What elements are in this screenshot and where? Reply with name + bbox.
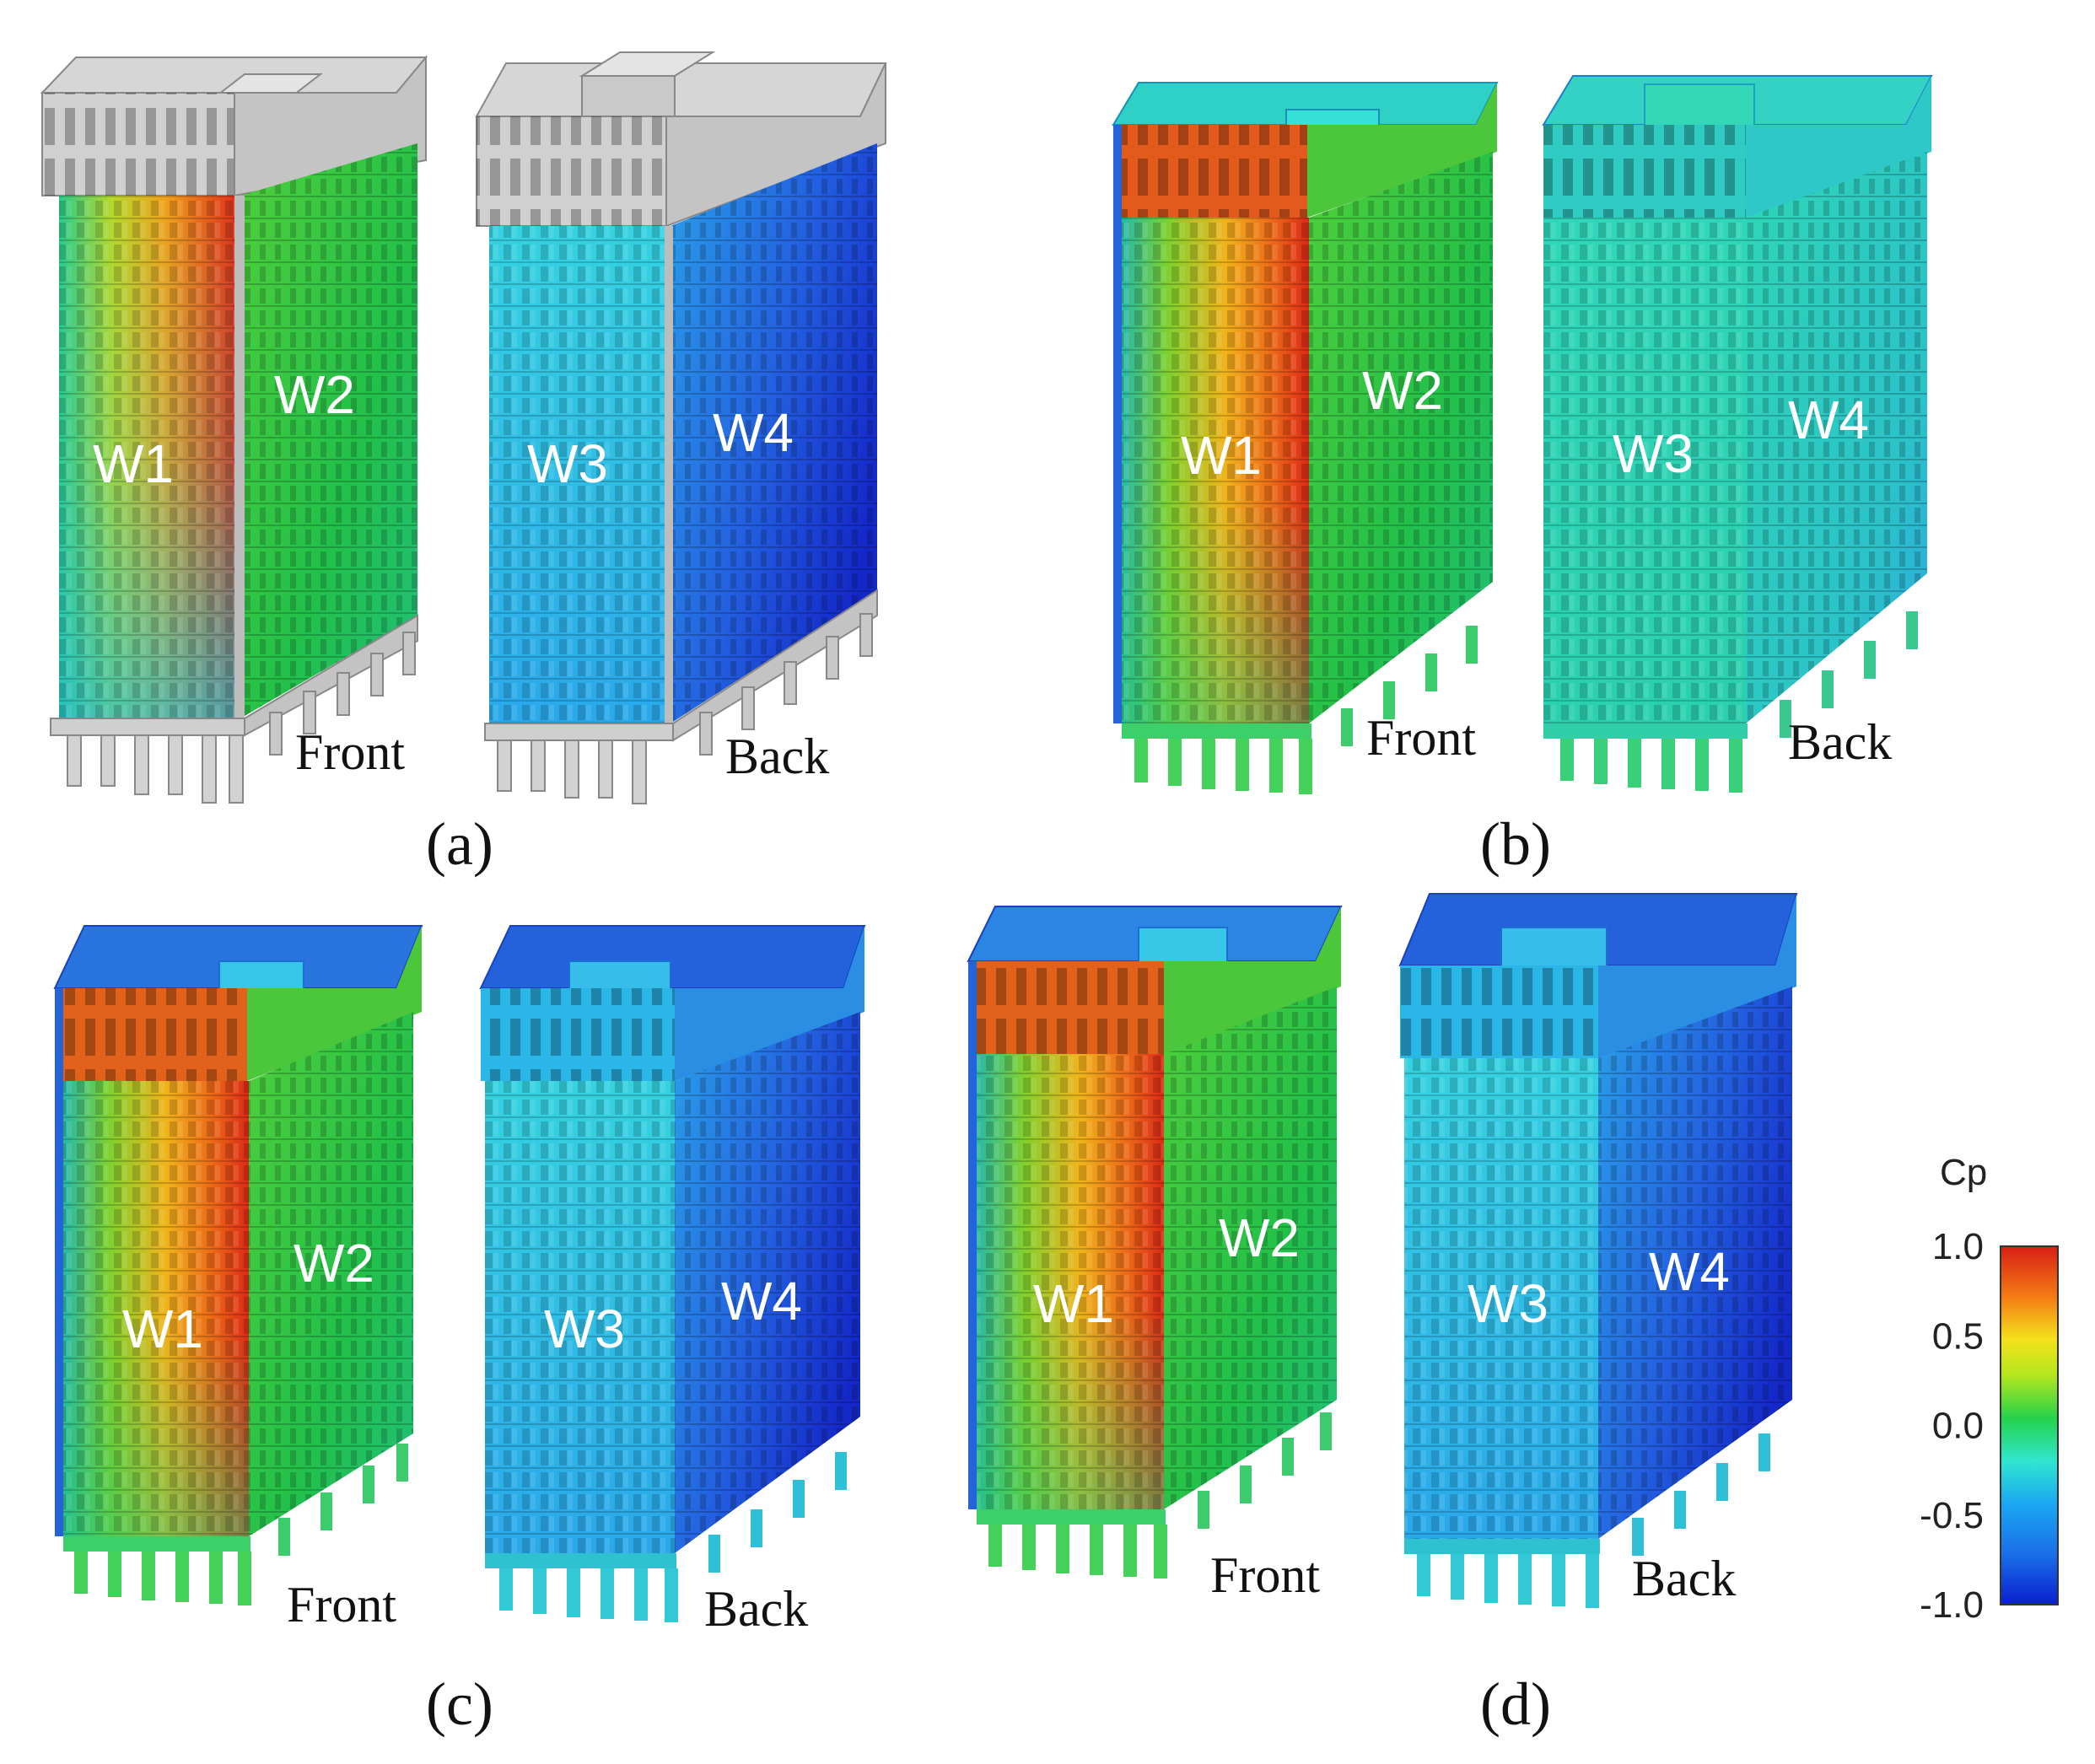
panel-b-front-building: W1 W2 Front xyxy=(1112,82,1499,794)
panel-a-front-face2-label: W2 xyxy=(274,364,355,425)
panel-a-back-view-label: Back xyxy=(725,729,829,784)
panel-c-front-view-label: Front xyxy=(287,1577,396,1632)
colorbar-tick-label: 0.5 xyxy=(1932,1315,1984,1357)
panel-a-front-building: W1 W2 Front xyxy=(40,55,428,804)
panel-c-front-face2-label: W2 xyxy=(294,1233,374,1293)
panel-d-front-face2-label: W2 xyxy=(1219,1207,1300,1268)
colorbar-tick-label: -0.5 xyxy=(1920,1495,1984,1536)
panel-c-back-view-label: Back xyxy=(704,1581,808,1637)
panel-b: W1 W2 Front xyxy=(1112,75,1933,878)
panel-b-front-face1-label: W1 xyxy=(1181,425,1262,486)
panel-b-back-building: W3 W4 Back xyxy=(1542,75,1933,793)
panel-c-front-building: W1 W2 Front xyxy=(53,925,423,1632)
colorbar-tick-label: -1.0 xyxy=(1920,1584,1984,1626)
colorbar: Cp 1.0 0.5 0.0 -0.5 -1.0 xyxy=(1920,1152,2059,1626)
panel-b-back-face2-label: W4 xyxy=(1788,390,1869,450)
panel-c-back-face1-label: W3 xyxy=(544,1299,625,1359)
panel-d-back-view-label: Back xyxy=(1632,1551,1736,1606)
panel-c-front-face1-label: W1 xyxy=(122,1299,203,1359)
panel-d-label: (d) xyxy=(1480,1670,1551,1738)
panel-c-back-building: W3 W4 Back xyxy=(479,925,866,1637)
panel-c-label: (c) xyxy=(426,1670,493,1738)
panel-d-back-face2-label: W4 xyxy=(1649,1241,1730,1302)
panel-d-front-building: W1 W2 Front xyxy=(967,906,1343,1603)
panel-b-label: (b) xyxy=(1480,810,1551,878)
panel-a-back-face1-label: W3 xyxy=(527,433,608,494)
panel-d-back-building: W3 W4 Back xyxy=(1398,893,1798,1608)
panel-b-back-view-label: Back xyxy=(1788,714,1892,770)
panel-a-label: (a) xyxy=(426,810,493,878)
panel-c: W1 W2 Front xyxy=(53,925,866,1738)
panel-a-front-face1-label: W1 xyxy=(93,433,174,494)
colorbar-tick-label: 1.0 xyxy=(1932,1226,1984,1267)
panel-b-back-face1-label: W3 xyxy=(1613,423,1694,484)
panel-c-back-face2-label: W4 xyxy=(721,1271,802,1331)
panel-d-front-view-label: Front xyxy=(1210,1547,1320,1603)
panel-a-back-building: W3 W4 Back xyxy=(475,51,887,804)
panel-d-back-face1-label: W3 xyxy=(1468,1273,1548,1334)
colorbar-tick-label: 0.0 xyxy=(1932,1406,1984,1447)
panel-d-front-face1-label: W1 xyxy=(1033,1273,1114,1334)
colorbar-title: Cp xyxy=(1940,1152,1987,1193)
colorbar-ticks: 1.0 0.5 0.0 -0.5 -1.0 xyxy=(1920,1226,1984,1626)
panel-a-front-view-label: Front xyxy=(295,724,405,780)
panel-a: W1 W2 Front xyxy=(40,51,887,878)
panel-b-front-view-label: Front xyxy=(1366,710,1476,766)
colorbar-gradient xyxy=(2000,1245,2059,1605)
panel-d: W1 W2 Front xyxy=(967,893,1798,1738)
panel-a-back-face2-label: W4 xyxy=(713,402,794,463)
panel-b-front-face2-label: W2 xyxy=(1362,360,1443,421)
